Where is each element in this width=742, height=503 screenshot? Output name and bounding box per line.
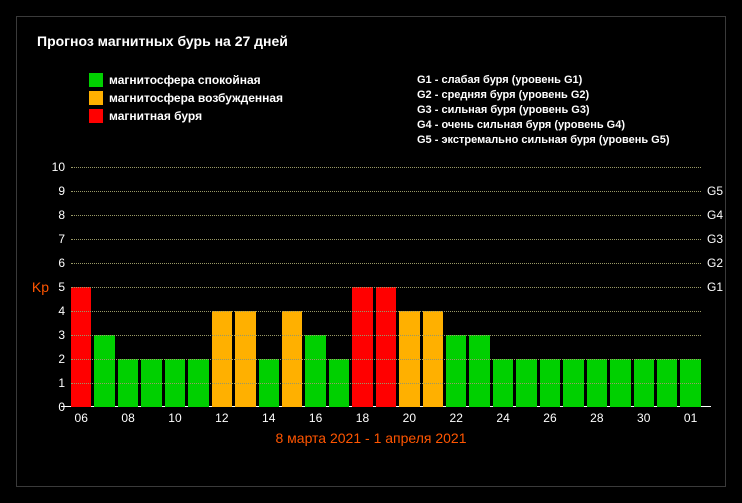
grid-line — [71, 359, 701, 360]
x-tick — [657, 411, 677, 425]
y-tick: 7 — [41, 232, 71, 246]
grid-line — [71, 167, 701, 168]
x-tick — [423, 411, 443, 425]
x-tick: 30 — [634, 411, 654, 425]
grid-line — [71, 263, 701, 264]
legend-label: магнитосфера спокойная — [109, 73, 261, 87]
y-tick: 0 — [41, 400, 71, 414]
legend-right: G1 - слабая буря (уровень G1)G2 - средня… — [417, 73, 670, 148]
y-tick: 6 — [41, 256, 71, 270]
storm-level-desc: G4 - очень сильная буря (уровень G4) — [417, 118, 670, 133]
x-tick: 08 — [118, 411, 138, 425]
legend-item: магнитная буря — [89, 109, 283, 123]
x-tick — [469, 411, 489, 425]
bar — [376, 287, 396, 407]
g-scale-tick: G5 — [701, 184, 737, 198]
bar — [94, 335, 114, 407]
x-tick — [516, 411, 536, 425]
x-tick — [376, 411, 396, 425]
x-tick: 12 — [212, 411, 232, 425]
x-tick — [141, 411, 161, 425]
legend-swatch — [89, 73, 103, 87]
bar — [446, 335, 466, 407]
x-tick: 28 — [587, 411, 607, 425]
y-tick: 3 — [41, 328, 71, 342]
storm-level-desc: G1 - слабая буря (уровень G1) — [417, 73, 670, 88]
chart-area: 0608101214161820222426283001 01234567891… — [71, 167, 701, 407]
y-tick: 1 — [41, 376, 71, 390]
legend-swatch — [89, 91, 103, 105]
grid-line — [71, 311, 701, 312]
legend-item: магнитосфера спокойная — [89, 73, 283, 87]
y-tick: 2 — [41, 352, 71, 366]
storm-level-desc: G3 - сильная буря (уровень G3) — [417, 103, 670, 118]
x-tick: 16 — [305, 411, 325, 425]
x-tick: 14 — [259, 411, 279, 425]
bar — [305, 335, 325, 407]
g-scale-tick: G3 — [701, 232, 737, 246]
storm-level-desc: G5 - экстремально сильная буря (уровень … — [417, 133, 670, 148]
legend-label: магнитная буря — [109, 109, 202, 123]
grid-line — [71, 215, 701, 216]
g-scale-tick: G2 — [701, 256, 737, 270]
legend-item: магнитосфера возбужденная — [89, 91, 283, 105]
x-ticks: 06 08 10 12 14 16 18 20 22 24 26 28 30 01 — [71, 407, 701, 425]
x-tick: 20 — [399, 411, 419, 425]
y-tick: 10 — [41, 160, 71, 174]
x-range-label: 8 марта 2021 - 1 апреля 2021 — [17, 430, 725, 446]
x-range-text: 8 марта 2021 - 1 апреля 2021 — [275, 430, 466, 446]
panel-frame: Прогноз магнитных бурь на 27 дней магнит… — [16, 16, 726, 487]
storm-level-desc: G2 - средняя буря (уровень G2) — [417, 88, 670, 103]
x-tick: 18 — [352, 411, 372, 425]
x-tick — [235, 411, 255, 425]
x-tick: 01 — [680, 411, 700, 425]
x-tick — [563, 411, 583, 425]
x-tick — [94, 411, 114, 425]
x-tick — [188, 411, 208, 425]
g-scale-tick: G1 — [701, 280, 737, 294]
grid-line — [71, 287, 701, 288]
y-tick: 4 — [41, 304, 71, 318]
bar — [352, 287, 372, 407]
y-tick: 9 — [41, 184, 71, 198]
bar — [71, 287, 91, 407]
grid-line — [71, 383, 701, 384]
x-tick: 26 — [540, 411, 560, 425]
grid-line — [71, 335, 701, 336]
grid-line — [71, 239, 701, 240]
bar — [469, 335, 489, 407]
x-tick: 24 — [493, 411, 513, 425]
x-tick: 10 — [165, 411, 185, 425]
y-tick: 8 — [41, 208, 71, 222]
x-tick — [282, 411, 302, 425]
x-tick — [329, 411, 349, 425]
legend-left: магнитосфера спокойная магнитосфера возбу… — [89, 73, 283, 127]
g-scale-tick: G4 — [701, 208, 737, 222]
x-tick: 22 — [446, 411, 466, 425]
chart-title: Прогноз магнитных бурь на 27 дней — [37, 33, 288, 49]
x-tick — [610, 411, 630, 425]
kp-label: Kp — [32, 279, 71, 295]
grid-line — [71, 191, 701, 192]
legend-label: магнитосфера возбужденная — [109, 91, 283, 105]
x-tick: 06 — [71, 411, 91, 425]
legend-swatch — [89, 109, 103, 123]
